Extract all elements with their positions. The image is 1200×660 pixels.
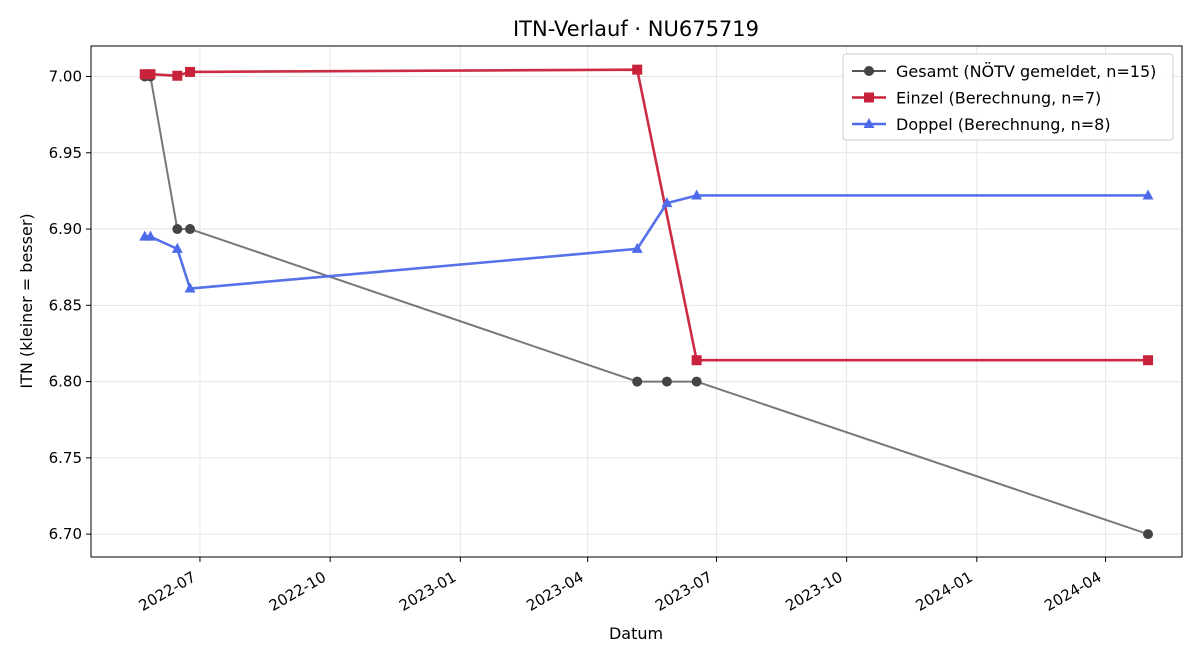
legend-label-gesamt: Gesamt (NÖTV gemeldet, n=15) bbox=[896, 62, 1156, 81]
data-point-doppel bbox=[691, 189, 703, 200]
y-axis-ticks: 6.70 6.75 6.80 6.85 6.90 6.95 7.00 bbox=[49, 68, 91, 543]
plot-frame bbox=[90, 45, 1183, 558]
x-axis-label: Datum bbox=[609, 624, 663, 643]
series-doppel bbox=[139, 189, 1154, 293]
chart-title: ITN-Verlauf · NU675719 bbox=[513, 17, 759, 41]
data-point-gesamt bbox=[172, 224, 183, 235]
y-tick-label: 6.85 bbox=[49, 296, 82, 314]
y-tick-label: 6.75 bbox=[49, 449, 82, 467]
data-point-doppel bbox=[144, 230, 156, 241]
data-point-doppel bbox=[631, 242, 643, 253]
legend-entry-doppel: Doppel (Berechnung, n=8) bbox=[852, 115, 1111, 134]
data-point-gesamt bbox=[632, 376, 643, 387]
data-point-einzel bbox=[632, 64, 643, 75]
data-point-einzel bbox=[1143, 355, 1154, 366]
data-point-gesamt bbox=[661, 376, 672, 387]
y-tick-label: 6.95 bbox=[49, 144, 82, 162]
series-line-doppel bbox=[144, 194, 1149, 290]
series-layer bbox=[139, 64, 1154, 540]
data-point-doppel bbox=[661, 197, 673, 208]
legend-label-doppel: Doppel (Berechnung, n=8) bbox=[896, 115, 1111, 134]
legend-marker-einzel bbox=[864, 92, 874, 103]
data-point-gesamt bbox=[691, 376, 702, 387]
y-tick-label: 6.80 bbox=[49, 373, 82, 391]
legend-entry-einzel: Einzel (Berechnung, n=7) bbox=[852, 89, 1101, 108]
data-point-doppel bbox=[171, 242, 183, 253]
data-point-einzel bbox=[691, 355, 702, 366]
legend-marker-doppel bbox=[863, 118, 875, 128]
legend-label-einzel: Einzel (Berechnung, n=7) bbox=[896, 89, 1101, 108]
series-einzel bbox=[139, 64, 1154, 366]
legend-box bbox=[842, 53, 1174, 141]
data-point-einzel bbox=[139, 69, 150, 80]
data-point-einzel bbox=[172, 70, 183, 81]
y-tick-label: 7.00 bbox=[49, 68, 82, 86]
legend-entry-gesamt: Gesamt (NÖTV gemeldet, n=15) bbox=[852, 62, 1156, 81]
y-axis-label: ITN (kleiner = besser) bbox=[17, 213, 36, 388]
data-point-doppel bbox=[184, 282, 196, 293]
y-tick-label: 6.90 bbox=[49, 220, 82, 238]
data-point-gesamt bbox=[185, 224, 196, 235]
data-point-doppel bbox=[1142, 189, 1154, 200]
data-point-einzel bbox=[185, 66, 196, 77]
legend: Gesamt (NÖTV gemeldet, n=15) Einzel (Bere… bbox=[842, 53, 1174, 141]
data-point-gesamt bbox=[1143, 529, 1154, 540]
legend-marker-gesamt bbox=[864, 66, 874, 76]
y-tick-label: 6.70 bbox=[49, 525, 82, 543]
data-point-einzel bbox=[145, 69, 156, 80]
